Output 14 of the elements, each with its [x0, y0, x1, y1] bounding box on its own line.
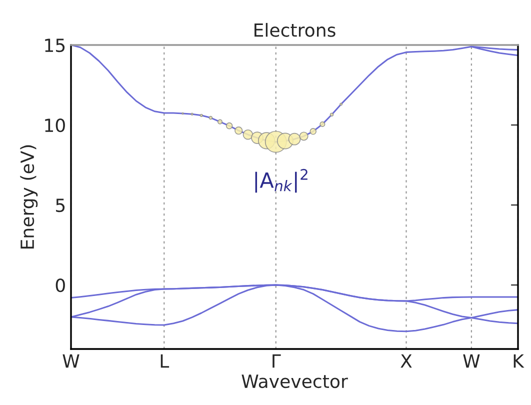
x-tick-label: L [160, 354, 170, 368]
x-axis-title: Wavevector [242, 374, 348, 388]
x-tick-label: W [62, 354, 80, 368]
x-tick-label: X [400, 354, 412, 368]
y-axis-title: Energy (eV) [20, 145, 38, 248]
y-tick-label: 10 [45, 118, 65, 132]
chart-title: Electrons [254, 22, 336, 37]
y-tick-label: 0 [56, 278, 65, 292]
x-tick-label: W [463, 354, 480, 368]
y-tick-label: 5 [56, 198, 65, 212]
x-tick-label: K [514, 354, 524, 368]
annotation: |A$_{nk}$|$^{2}$ [255, 168, 308, 193]
y-tick-label: 15 [45, 38, 65, 52]
x-tick-label: Γ [272, 354, 281, 368]
